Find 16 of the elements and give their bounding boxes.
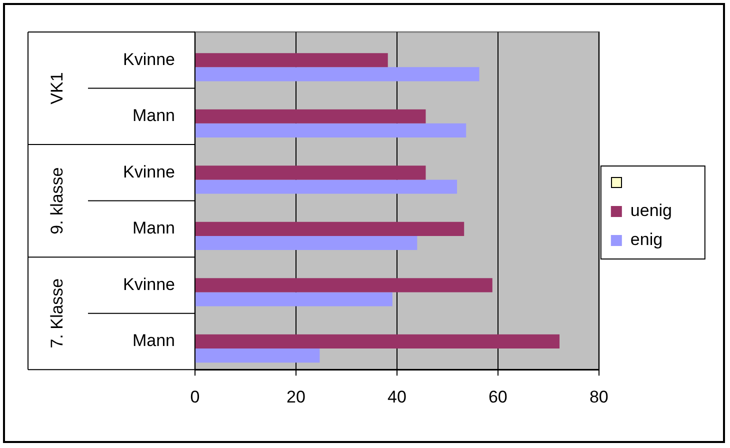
y-tick-label: Kvinne: [123, 50, 175, 69]
x-tick-label: 20: [286, 387, 306, 406]
x-tick-label: 60: [488, 387, 508, 406]
x-tick-label: 80: [589, 387, 608, 406]
y-tick-label: Mann: [132, 106, 175, 126]
y-tick-label: Mann: [132, 218, 175, 238]
text: VK1: [48, 72, 67, 104]
y-tick-label: Mann: [132, 331, 175, 350]
text: 9. klasse: [48, 167, 67, 234]
y-tick-label: Kvinne: [123, 274, 175, 294]
text: 7. Klasse: [48, 278, 67, 348]
y-tick-label: Kvinne: [123, 162, 175, 182]
legend-label: enig: [630, 230, 663, 250]
x-tick-label: 0: [190, 387, 200, 406]
x-tick-label: 40: [387, 387, 406, 406]
legend-label: uenig: [630, 201, 672, 220]
